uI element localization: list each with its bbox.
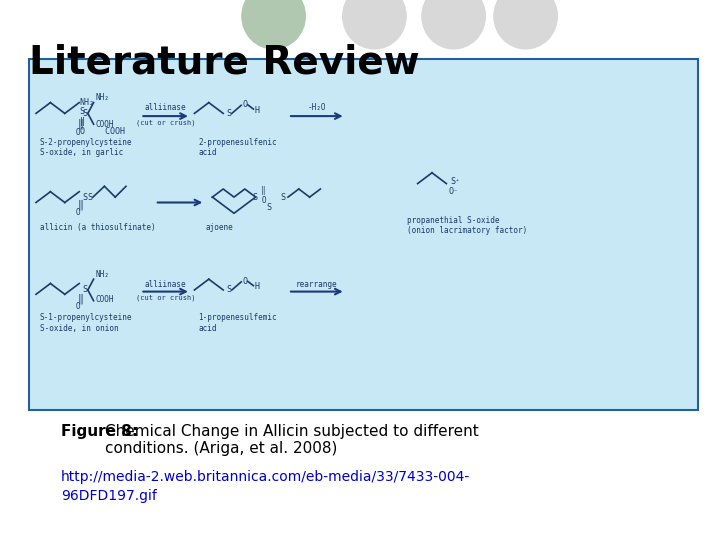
Text: O: O <box>243 277 248 286</box>
Text: http://media-2.web.britannica.com/eb-media/33/7433-004-
96DFD197.gif: http://media-2.web.britannica.com/eb-med… <box>61 470 470 503</box>
Text: (cut or crush): (cut or crush) <box>136 120 195 126</box>
Text: ajoene: ajoene <box>205 223 233 232</box>
Text: S: S <box>83 109 88 118</box>
Text: H: H <box>255 282 260 291</box>
Text: NH₂: NH₂ <box>96 270 109 279</box>
Text: NH₂: NH₂ <box>79 98 94 107</box>
Text: S: S <box>227 109 232 118</box>
Text: NH₂: NH₂ <box>96 93 109 102</box>
Ellipse shape <box>422 0 485 49</box>
Text: S: S <box>83 193 88 201</box>
Text: rearrange: rearrange <box>296 280 338 288</box>
Text: alliinase: alliinase <box>145 104 186 112</box>
Text: COOH: COOH <box>96 120 114 129</box>
Text: S: S <box>227 286 232 294</box>
Ellipse shape <box>242 0 305 49</box>
Text: S: S <box>252 193 257 201</box>
Text: 1-propenesulfemic
acid: 1-propenesulfemic acid <box>198 313 276 333</box>
Text: ‖: ‖ <box>78 200 84 211</box>
Text: COOH: COOH <box>96 295 114 305</box>
Text: S-1-propenylcysteine
S-oxide, in onion: S-1-propenylcysteine S-oxide, in onion <box>40 313 132 333</box>
Text: Chemical Change in Allicin subjected to different
conditions. (Ariga, et al. 200: Chemical Change in Allicin subjected to … <box>105 424 479 456</box>
Text: S: S <box>88 193 93 201</box>
FancyBboxPatch shape <box>29 59 698 410</box>
Text: S: S <box>266 204 271 212</box>
Text: S⁺: S⁺ <box>450 178 460 186</box>
Text: O: O <box>76 208 80 217</box>
Text: Literature Review: Literature Review <box>29 43 420 81</box>
Text: Figure 8:: Figure 8: <box>61 424 138 439</box>
Text: ‖: ‖ <box>78 293 84 304</box>
Text: O: O <box>76 302 80 311</box>
Text: -H₂O: -H₂O <box>307 104 326 112</box>
Text: S: S <box>281 193 286 201</box>
Text: (cut or crush): (cut or crush) <box>136 295 195 301</box>
Text: H: H <box>255 106 260 114</box>
Text: propanethial S-oxide
(onion lacrimatory factor): propanethial S-oxide (onion lacrimatory … <box>407 216 527 235</box>
Ellipse shape <box>494 0 557 49</box>
Text: S
   ‖
   O    COOH: S ‖ O COOH <box>65 106 125 137</box>
Text: allicin (a thiosulfinate): allicin (a thiosulfinate) <box>40 223 156 232</box>
Text: ‖: ‖ <box>78 119 84 130</box>
Text: O: O <box>76 128 80 137</box>
Text: S: S <box>83 286 88 294</box>
Text: ‖
O: ‖ O <box>261 186 266 205</box>
Text: O⁻: O⁻ <box>449 187 459 196</box>
Ellipse shape <box>343 0 406 49</box>
Text: S-2-propenylcysteine
S-oxide, in garlic: S-2-propenylcysteine S-oxide, in garlic <box>40 138 132 157</box>
Text: alliinase: alliinase <box>145 280 186 288</box>
Text: 2-propenesulfenic
acid: 2-propenesulfenic acid <box>198 138 276 157</box>
Text: O: O <box>243 100 248 109</box>
